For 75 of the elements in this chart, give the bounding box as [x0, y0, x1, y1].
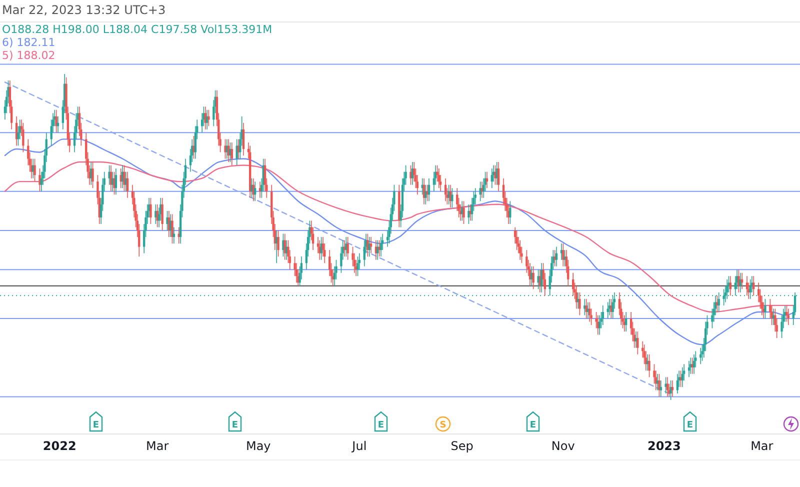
text: E — [686, 420, 694, 430]
text: E — [92, 420, 100, 430]
candlestick — [530, 266, 533, 286]
candlestick — [738, 269, 740, 293]
candlestick — [254, 181, 256, 202]
candlestick — [462, 200, 465, 224]
candlestick — [681, 367, 684, 388]
candlestick — [154, 204, 157, 224]
candlestick — [606, 302, 609, 319]
candlestick — [497, 162, 500, 192]
candlestick — [602, 305, 604, 326]
candlestick — [92, 162, 94, 188]
candlestick — [555, 246, 558, 267]
candlestick — [282, 233, 284, 257]
candlestick — [250, 178, 253, 198]
x-tick-label: Sep — [450, 439, 474, 453]
candlestick — [494, 164, 496, 186]
candlestick — [22, 122, 24, 153]
candlestick — [224, 138, 226, 160]
candlestick — [346, 236, 349, 260]
candlestick — [356, 256, 359, 277]
text: 5) 188.02 — [2, 49, 56, 62]
candlestick — [648, 354, 650, 378]
candlestick — [537, 269, 540, 290]
candlestick — [229, 142, 232, 162]
x-tick-label: Mar — [750, 439, 774, 453]
candlestick — [625, 312, 628, 332]
candlestick — [716, 295, 718, 312]
candlestick — [38, 168, 41, 192]
text: O188.28 H198.00 L188.04 C197.58 Vol153.391M — [2, 23, 272, 36]
candlestick — [509, 200, 512, 224]
candlestick — [670, 380, 672, 400]
candlestick — [114, 168, 118, 196]
candlestick — [380, 236, 382, 257]
text: 6) 182.11 — [2, 36, 56, 49]
candlestick — [161, 197, 164, 231]
x-tick-label: 2022 — [42, 439, 76, 453]
candlestick — [658, 374, 660, 398]
candlestick — [636, 331, 639, 355]
candlestick — [171, 214, 174, 244]
candlestick — [242, 122, 245, 156]
candlestick — [676, 374, 679, 394]
candlestick — [666, 376, 669, 398]
candlestick — [192, 136, 195, 160]
candlestick — [451, 188, 454, 208]
candlestick — [108, 164, 110, 186]
candlestick — [34, 158, 36, 182]
candlestick — [370, 236, 372, 254]
candlestick — [610, 298, 612, 319]
candlestick — [320, 236, 322, 260]
candlestick — [166, 210, 168, 231]
candlestick — [746, 276, 748, 296]
text: Mar 22, 2023 13:32 UTC+3 — [2, 3, 166, 17]
text: E — [232, 420, 238, 430]
text: E — [378, 420, 384, 430]
candlestick — [444, 178, 447, 202]
candlestick — [692, 354, 696, 374]
candlestick — [55, 109, 58, 134]
candlestick — [690, 357, 692, 374]
x-tick-label: 2023 — [647, 439, 681, 453]
candlestick — [764, 298, 766, 319]
candlestick — [532, 266, 534, 290]
candlestick — [208, 109, 210, 127]
text: S — [440, 420, 446, 430]
candlestick — [428, 178, 430, 202]
text: E — [530, 420, 536, 430]
x-tick-label: Nov — [551, 439, 575, 453]
x-tick-label: Mar — [146, 439, 169, 453]
x-tick-label: Jul — [351, 439, 367, 453]
candlestick — [230, 142, 233, 166]
x-tick-label: May — [246, 439, 271, 453]
candlestick — [410, 164, 412, 186]
candlestick — [490, 168, 493, 188]
candlestick — [150, 197, 152, 224]
candlestick — [588, 302, 591, 322]
